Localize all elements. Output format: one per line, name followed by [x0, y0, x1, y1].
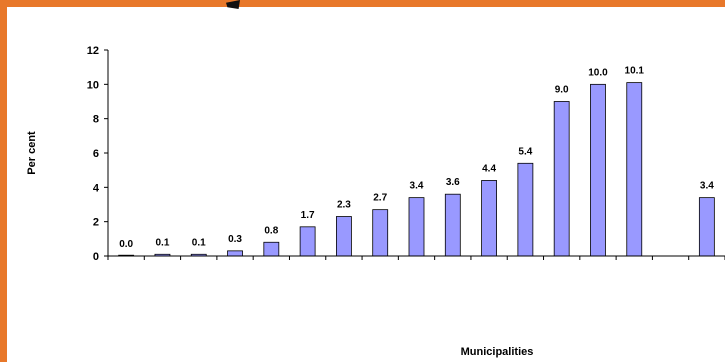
data-label: 3.4 [410, 181, 424, 192]
bar [698, 197, 715, 257]
bar [372, 209, 389, 257]
bar [408, 197, 425, 257]
y-axis-title: Per cent [26, 131, 38, 175]
y-tick-label: 8 [93, 114, 99, 126]
data-label: 10.1 [625, 66, 645, 77]
bar [227, 250, 243, 257]
data-labels: 0.0 0.1 0.1 0.3 0.8 1.7 2.3 2.7 3.4 3.6 4.4 5.4 9.0 1… [119, 66, 714, 250]
y-tick-label: 0 [93, 251, 99, 263]
y-axis: 0 2 4 6 8 10 12 [87, 45, 108, 263]
data-label: 1.7 [301, 210, 315, 221]
data-label: 0.0 [119, 239, 133, 250]
y-tick-label: 12 [87, 45, 99, 57]
bar [481, 180, 497, 257]
y-tick-label: 2 [93, 217, 99, 229]
data-label: 3.6 [446, 177, 460, 188]
bar [263, 241, 280, 257]
bars [118, 82, 715, 257]
bar [299, 226, 316, 257]
bar [590, 83, 606, 257]
data-label: 0.1 [192, 237, 206, 248]
data-label: 2.3 [337, 200, 351, 211]
category-labels [107, 256, 725, 260]
data-label: 0.1 [155, 237, 169, 248]
bar [444, 193, 461, 257]
bar [626, 82, 643, 257]
data-label: 4.4 [482, 163, 496, 174]
data-label: 0.8 [264, 225, 278, 236]
data-label: 0.3 [228, 234, 242, 245]
y-tick-label: 6 [93, 148, 99, 160]
top-mark [226, 0, 240, 9]
frame-top-gap [7, 7, 725, 9]
data-label: 3.4 [700, 181, 714, 192]
bar [336, 216, 352, 257]
data-label: 10.0 [588, 67, 608, 78]
bar [517, 162, 534, 257]
y-tick-label: 4 [93, 182, 100, 194]
x-axis-title: Municipalities [461, 346, 534, 358]
data-label: 2.7 [373, 193, 387, 204]
y-tick-label: 10 [87, 79, 99, 91]
frame-top-border [0, 0, 725, 9]
frame-left-border [0, 0, 7, 362]
data-label: 5.4 [518, 146, 532, 157]
data-label: 9.0 [555, 85, 569, 96]
bar [553, 101, 570, 257]
